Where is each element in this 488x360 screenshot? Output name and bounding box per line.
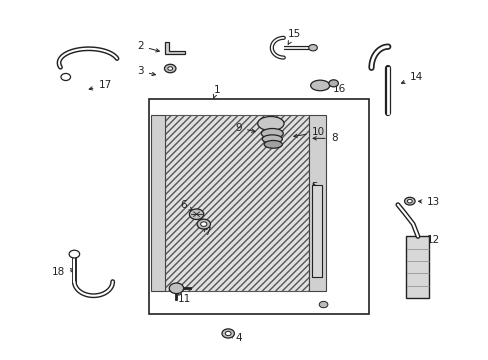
- Text: 10: 10: [293, 127, 324, 138]
- Text: 4: 4: [229, 333, 242, 343]
- Bar: [148, 99, 368, 314]
- Text: 7: 7: [203, 227, 210, 237]
- Ellipse shape: [164, 64, 176, 73]
- Text: 17: 17: [89, 80, 111, 90]
- Ellipse shape: [319, 301, 327, 308]
- Ellipse shape: [222, 329, 234, 338]
- Ellipse shape: [189, 209, 203, 220]
- Ellipse shape: [167, 67, 172, 70]
- Text: 3: 3: [137, 66, 155, 76]
- Text: 18: 18: [51, 267, 74, 278]
- Ellipse shape: [61, 73, 70, 81]
- Bar: [311, 185, 322, 277]
- Bar: [165, 115, 308, 291]
- Text: 16: 16: [325, 84, 346, 94]
- Polygon shape: [165, 42, 184, 54]
- Ellipse shape: [69, 250, 80, 258]
- Ellipse shape: [310, 80, 329, 91]
- Ellipse shape: [197, 219, 210, 229]
- Ellipse shape: [404, 197, 414, 205]
- Text: 13: 13: [418, 197, 439, 207]
- Ellipse shape: [264, 140, 282, 148]
- Ellipse shape: [308, 45, 317, 51]
- Bar: [308, 115, 325, 291]
- Ellipse shape: [407, 199, 411, 203]
- Ellipse shape: [169, 283, 183, 294]
- Ellipse shape: [257, 117, 284, 131]
- Text: 11: 11: [177, 292, 190, 304]
- Ellipse shape: [225, 331, 231, 336]
- Text: 1: 1: [213, 85, 220, 98]
- Text: 6: 6: [180, 200, 192, 211]
- Text: 14: 14: [401, 72, 422, 84]
- Ellipse shape: [262, 135, 282, 143]
- Ellipse shape: [261, 129, 283, 138]
- Text: 9: 9: [235, 123, 255, 133]
- Ellipse shape: [328, 80, 338, 87]
- Text: 12: 12: [419, 235, 439, 246]
- Bar: [406, 237, 428, 298]
- Ellipse shape: [200, 222, 206, 226]
- Bar: [151, 115, 165, 291]
- Text: 8: 8: [312, 133, 337, 143]
- Text: 2: 2: [137, 41, 159, 52]
- Text: 15: 15: [287, 28, 300, 44]
- Text: 5: 5: [311, 182, 318, 192]
